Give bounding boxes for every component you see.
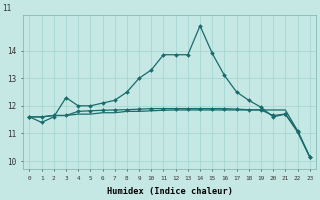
X-axis label: Humidex (Indice chaleur): Humidex (Indice chaleur) <box>107 187 233 196</box>
Text: 11: 11 <box>2 4 12 13</box>
